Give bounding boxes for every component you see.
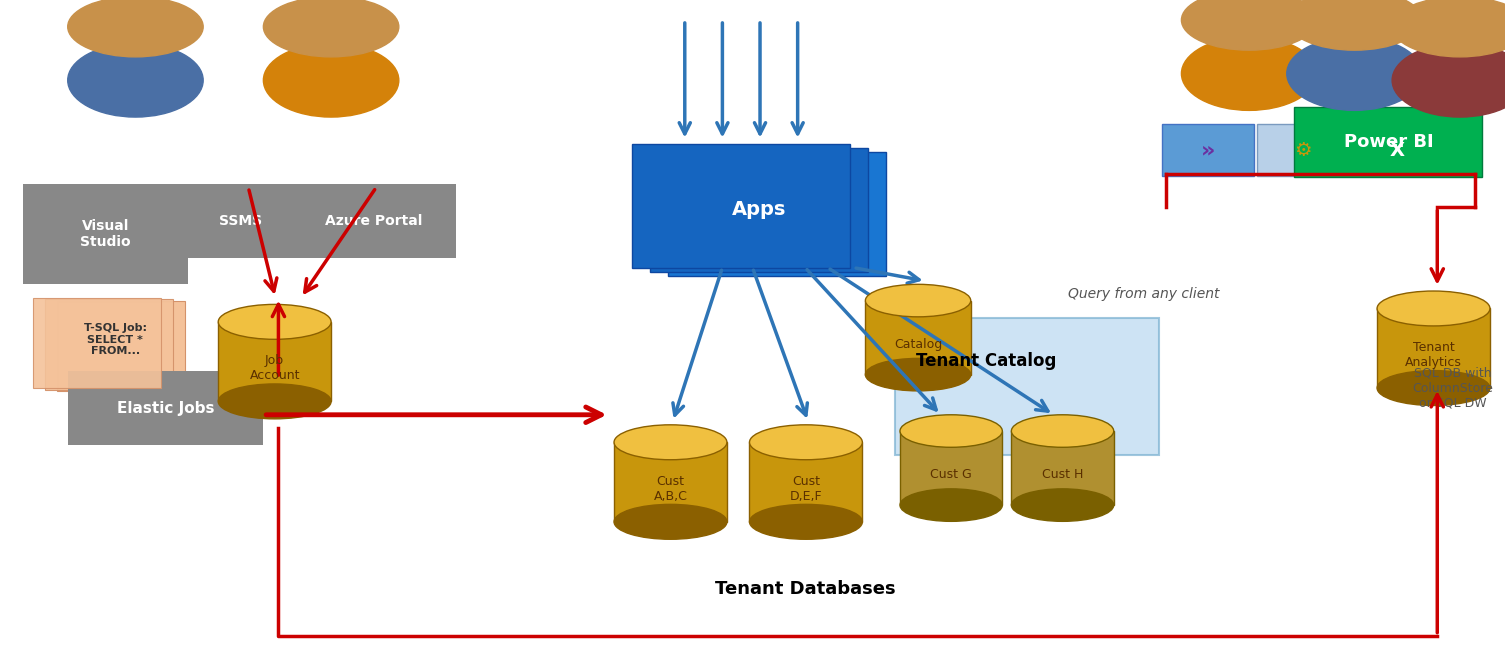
- Text: Query from any client: Query from any client: [1069, 288, 1219, 301]
- Text: X: X: [1391, 140, 1404, 159]
- Ellipse shape: [900, 415, 1002, 448]
- Ellipse shape: [1377, 371, 1490, 405]
- Ellipse shape: [1011, 489, 1114, 521]
- FancyBboxPatch shape: [650, 148, 868, 272]
- Circle shape: [263, 0, 399, 57]
- Text: Cust
A,B,C: Cust A,B,C: [653, 475, 688, 502]
- FancyBboxPatch shape: [33, 298, 161, 388]
- FancyBboxPatch shape: [1257, 124, 1348, 176]
- Circle shape: [1392, 0, 1505, 57]
- Text: Job
Account: Job Account: [250, 355, 299, 382]
- Text: Tenant Databases: Tenant Databases: [715, 580, 895, 597]
- Ellipse shape: [749, 504, 862, 539]
- FancyBboxPatch shape: [45, 299, 173, 389]
- Text: Elastic Jobs: Elastic Jobs: [117, 401, 214, 415]
- Ellipse shape: [68, 43, 203, 117]
- Ellipse shape: [218, 304, 331, 339]
- Ellipse shape: [865, 284, 971, 317]
- FancyBboxPatch shape: [57, 301, 185, 391]
- FancyBboxPatch shape: [181, 184, 301, 258]
- FancyBboxPatch shape: [290, 184, 456, 258]
- Ellipse shape: [1377, 291, 1490, 326]
- Text: Visual
Studio: Visual Studio: [80, 219, 131, 250]
- Text: Azure Portal: Azure Portal: [325, 214, 421, 227]
- Text: »: »: [1201, 140, 1215, 160]
- FancyBboxPatch shape: [895, 318, 1159, 455]
- Text: Power BI: Power BI: [1344, 133, 1433, 151]
- FancyBboxPatch shape: [632, 144, 850, 268]
- Text: T-SQL Job:
SELECT *
FROM...: T-SQL Job: SELECT * FROM...: [84, 323, 146, 356]
- FancyBboxPatch shape: [614, 442, 727, 522]
- Text: Apps: Apps: [731, 200, 787, 219]
- Text: Cust
D,E,F: Cust D,E,F: [790, 475, 822, 502]
- Text: Catalog: Catalog: [894, 338, 942, 351]
- FancyBboxPatch shape: [1294, 107, 1482, 177]
- Ellipse shape: [263, 43, 399, 117]
- Ellipse shape: [1287, 37, 1422, 110]
- Text: ⚙: ⚙: [1294, 140, 1311, 159]
- Ellipse shape: [218, 384, 331, 419]
- FancyBboxPatch shape: [900, 431, 1002, 505]
- Ellipse shape: [749, 425, 862, 460]
- FancyBboxPatch shape: [668, 152, 886, 276]
- Ellipse shape: [1181, 37, 1317, 110]
- FancyBboxPatch shape: [749, 442, 862, 522]
- Circle shape: [68, 0, 203, 57]
- Ellipse shape: [614, 504, 727, 539]
- Text: Tenant Catalog: Tenant Catalog: [915, 353, 1057, 370]
- FancyBboxPatch shape: [1377, 308, 1490, 388]
- Ellipse shape: [614, 425, 727, 460]
- FancyBboxPatch shape: [865, 300, 971, 375]
- FancyBboxPatch shape: [1351, 124, 1443, 176]
- FancyBboxPatch shape: [218, 322, 331, 401]
- FancyBboxPatch shape: [68, 371, 263, 445]
- Text: Tenant
Analytics: Tenant Analytics: [1406, 341, 1461, 369]
- Ellipse shape: [900, 489, 1002, 521]
- Ellipse shape: [1011, 415, 1114, 448]
- Text: SQL DB with
ColumnStore
or SQL DW: SQL DB with ColumnStore or SQL DW: [1412, 367, 1493, 409]
- FancyBboxPatch shape: [1162, 124, 1254, 176]
- Ellipse shape: [865, 359, 971, 391]
- Text: Cust H: Cust H: [1041, 468, 1084, 481]
- Circle shape: [1287, 0, 1422, 50]
- Text: Cust G: Cust G: [930, 468, 972, 481]
- Ellipse shape: [1392, 43, 1505, 117]
- FancyBboxPatch shape: [1011, 431, 1114, 505]
- Text: SSMS: SSMS: [220, 214, 262, 227]
- Circle shape: [1181, 0, 1317, 50]
- FancyBboxPatch shape: [23, 184, 188, 284]
